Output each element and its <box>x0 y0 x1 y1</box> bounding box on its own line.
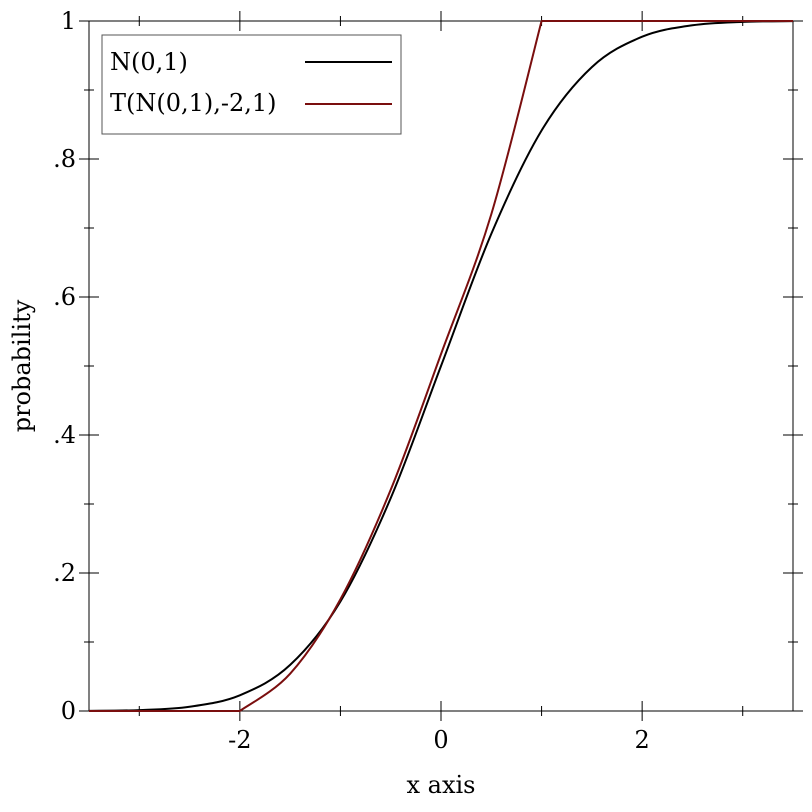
y-tick-label: .8 <box>53 145 76 173</box>
x-tick-label: -2 <box>228 726 251 754</box>
y-tick-label: .2 <box>53 559 76 587</box>
y-axis-ticks: 0 .2 .4 .6 .8 1 <box>53 7 803 725</box>
legend: N(0,1) T(N(0,1),-2,1) <box>101 34 402 135</box>
series-line-n01 <box>88 20 794 712</box>
x-axis-label: x axis <box>407 771 476 799</box>
y-axis-label: probability <box>8 299 36 432</box>
legend-box <box>101 34 402 135</box>
x-axis-ticks: -2 0 2 <box>138 11 744 754</box>
legend-label-truncated: T(N(0,1),-2,1) <box>110 89 277 117</box>
y-tick-label: .6 <box>53 283 76 311</box>
y-tick-label: 0 <box>61 697 76 725</box>
legend-label-n01: N(0,1) <box>110 48 188 76</box>
x-tick-label: 0 <box>433 726 448 754</box>
series-layer <box>88 20 794 712</box>
series-line-truncated <box>89 20 793 712</box>
y-tick-label: .4 <box>53 421 76 449</box>
y-tick-label: 1 <box>61 7 76 35</box>
x-tick-label: 2 <box>635 726 650 754</box>
